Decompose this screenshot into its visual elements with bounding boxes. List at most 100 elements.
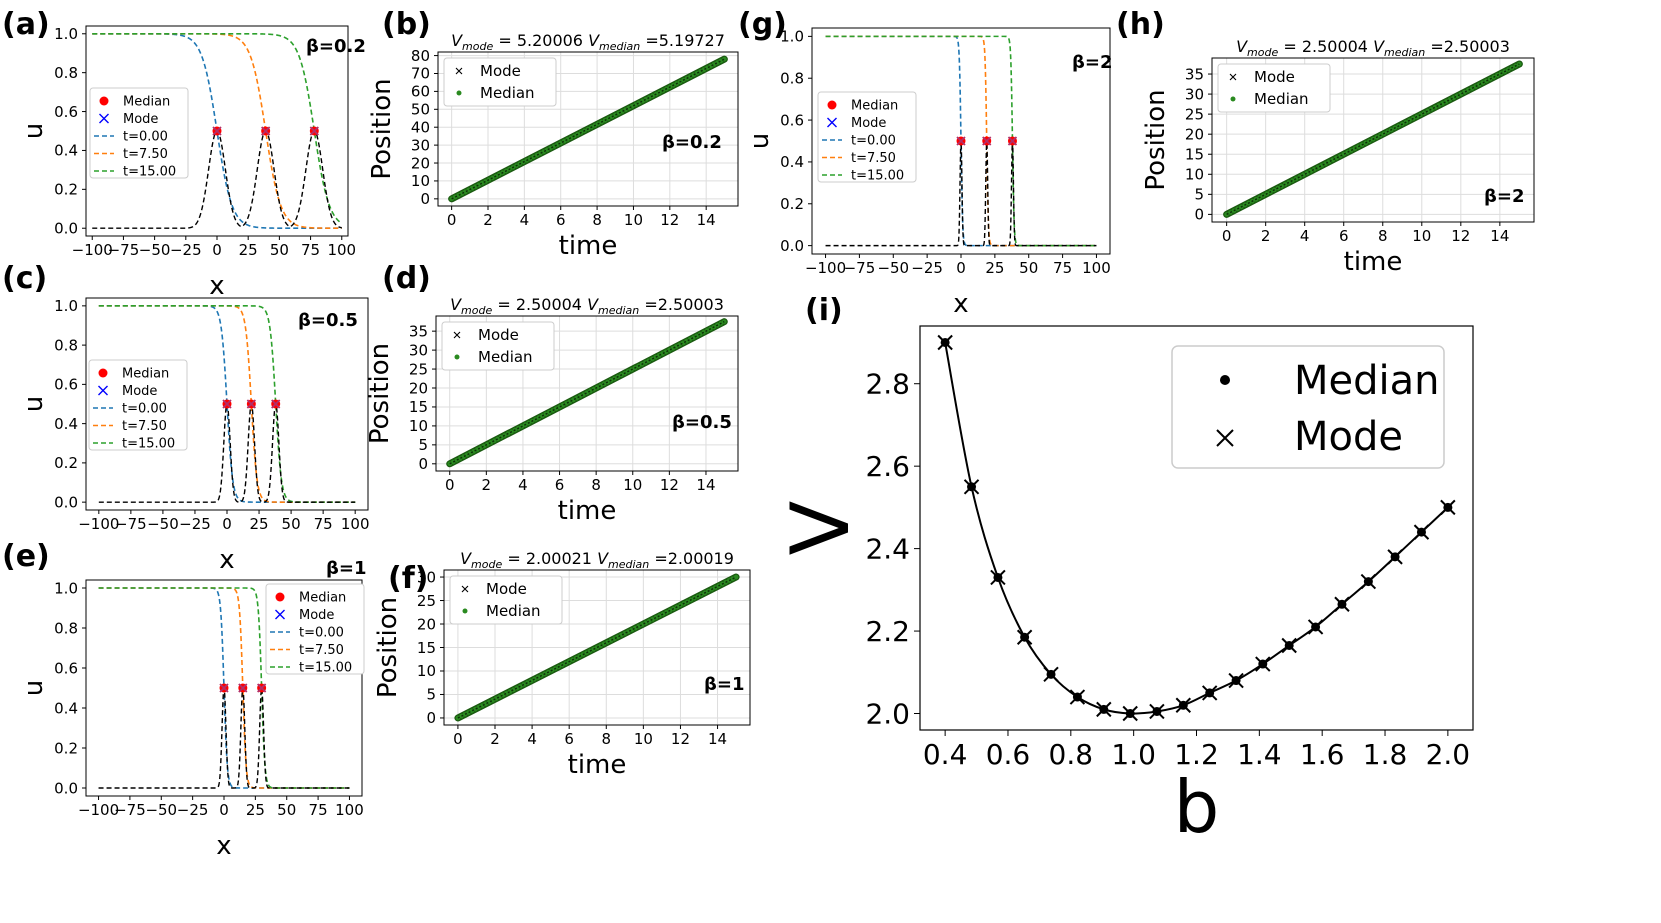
mode-line — [1226, 63, 1520, 216]
y-tick-label: 0 — [418, 455, 428, 473]
mode-point — [1201, 685, 1218, 701]
x-axis-label: time — [558, 496, 617, 526]
x-tick-label: −25 — [179, 515, 211, 533]
x-tick-label: 6 — [555, 476, 565, 494]
title-part: =2.50003 — [1425, 37, 1510, 56]
y-axis-label: Position — [373, 597, 403, 698]
x-axis-label: x — [219, 545, 234, 575]
y-tick-label: 60 — [411, 83, 430, 101]
legend: Mode Median — [443, 57, 557, 107]
y-tick-label: 35 — [1185, 65, 1204, 83]
y-tick-label: 0.0 — [54, 493, 78, 511]
legend-label: t=7.50 — [122, 419, 167, 434]
y-tick-label: 0.0 — [780, 237, 804, 255]
legend-label: Median — [478, 348, 533, 366]
y-tick-label: 10 — [411, 172, 430, 190]
legend-box — [1171, 345, 1445, 469]
mode-point — [1149, 703, 1165, 720]
mode-point — [990, 569, 1006, 586]
y-tick-label: 0.6 — [780, 111, 804, 129]
x-tick-label: 8 — [591, 476, 601, 494]
x-tick-label: 0 — [956, 259, 966, 277]
title-part: median — [608, 558, 649, 571]
x-tick-label: 8 — [1378, 227, 1388, 245]
x-tick-label: 0.6 — [986, 738, 1031, 771]
mode-point — [1413, 524, 1430, 540]
y-axis-label: Position — [1141, 89, 1171, 190]
legend-label: t=0.00 — [851, 134, 896, 149]
legend-label: t=15.00 — [122, 437, 175, 452]
title-part: median — [599, 40, 640, 53]
mode-marker — [1007, 136, 1018, 146]
mode-marker — [956, 136, 966, 146]
x-axis-label: b — [1174, 765, 1220, 849]
median-point — [733, 574, 739, 580]
mode-point — [1122, 705, 1138, 722]
x-tick-label: 10 — [634, 730, 653, 748]
mode-marker — [246, 399, 256, 409]
legend-label: t=15.00 — [851, 169, 904, 184]
x-tick-label: 1.2 — [1174, 738, 1219, 771]
y-tick-label: 2.2 — [865, 615, 910, 648]
mode-marker — [256, 683, 267, 693]
chart-c: −100−75 −50 −25 0 25 50 75 100 0.0 0.2 0.4 0.6 0.8 1.… — [2, 261, 370, 575]
y-tick-label: 25 — [409, 360, 428, 378]
chart-f: 0 2 4 6 8 10 12 14 0 5 10 15 20 25 30 Vmode = 2.00021 V… — [373, 549, 751, 780]
mode-marker — [309, 126, 319, 136]
legend-median-marker — [827, 100, 837, 110]
x-tick-label: 2 — [490, 730, 500, 748]
title-part: V — [1373, 37, 1385, 56]
legend-box — [441, 321, 555, 371]
x-tick-label: 6 — [1339, 227, 1349, 245]
legend-label: Median — [122, 367, 169, 382]
title-part: = 2.50004 — [1278, 37, 1373, 56]
y-tick-label: 0.2 — [780, 195, 804, 213]
x-tick-label: 2 — [1261, 227, 1271, 245]
x-tick-label: 25 — [246, 801, 265, 819]
x-tick-label: −75 — [115, 515, 147, 533]
y-tick-label: 2.4 — [865, 532, 910, 565]
panel-label: (f) — [388, 561, 428, 596]
panel-label: (g) — [738, 7, 787, 42]
legend: Median Mode t=0.00 t=7.50 t=15.00 — [89, 87, 189, 180]
x-tick-label: 25 — [249, 515, 268, 533]
beta-label: β=0.2 — [306, 36, 366, 57]
legend-label: t=7.50 — [123, 147, 168, 162]
plot-frame — [437, 51, 739, 207]
y-axis-label: u — [19, 123, 49, 139]
x-tick-label: −100 — [78, 801, 119, 819]
x-tick-label: −50 — [145, 801, 177, 819]
title-part: V — [587, 295, 599, 314]
y-tick-label: 5 — [418, 436, 428, 454]
legend: Median Mode — [1171, 345, 1445, 469]
mode-point — [1228, 672, 1244, 689]
legend-median-marker — [462, 608, 468, 614]
x-tick-label: 0 — [219, 801, 229, 819]
y-tick-label: 20 — [1185, 125, 1204, 143]
y-tick-label: 2.8 — [865, 368, 910, 401]
x-tick-label: −100 — [72, 241, 113, 259]
x-tick-label: −75 — [108, 241, 140, 259]
x-tick-label: 0 — [447, 211, 457, 229]
panel-label: (h) — [1116, 7, 1165, 42]
mode-marker — [238, 683, 248, 693]
legend: Median Mode t=0.00 t=7.50 t=15.00 — [265, 583, 365, 676]
beta-label: β=0.5 — [672, 412, 732, 433]
x-tick-label: 12 — [660, 211, 679, 229]
y-tick-label: 0.4 — [780, 153, 804, 171]
y-tick-label: 30 — [411, 136, 430, 154]
y-axis-label: V — [774, 500, 867, 555]
y-tick-label: 0.6 — [54, 659, 78, 677]
legend-label: Mode — [478, 326, 519, 344]
x-tick-label: 14 — [696, 476, 715, 494]
legend-mode-marker — [275, 609, 285, 620]
legend-box — [265, 583, 365, 675]
y-tick-label: 0.4 — [54, 699, 78, 717]
x-tick-label: 14 — [708, 730, 727, 748]
mode-point — [1175, 697, 1192, 713]
mode-point — [1255, 656, 1271, 672]
x-axis-label: x — [216, 831, 231, 861]
x-tick-label: −100 — [78, 515, 119, 533]
x-tick-label: 1.6 — [1300, 738, 1345, 771]
mode-point — [1307, 619, 1324, 635]
